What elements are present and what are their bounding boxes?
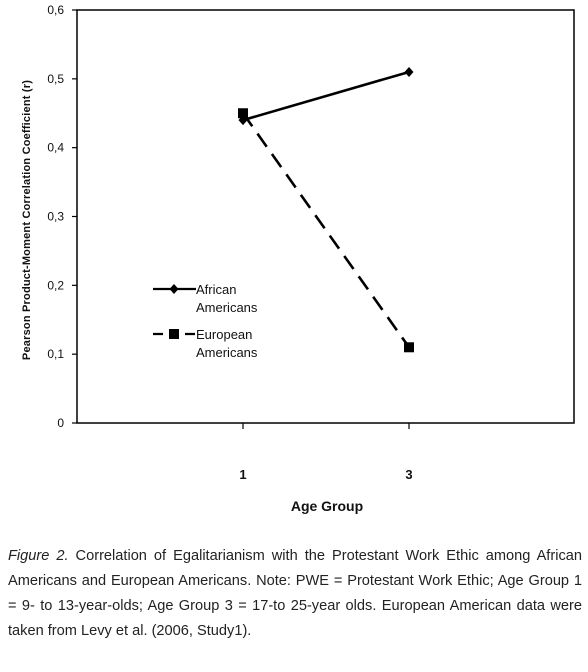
data-point-diamond <box>404 66 414 77</box>
legend-marker-square <box>169 329 179 339</box>
y-tick-label: 0,4 <box>47 141 64 155</box>
legend-label: African <box>196 282 236 297</box>
y-tick-label: 0,1 <box>47 347 64 361</box>
y-tick-label: 0,5 <box>47 72 64 86</box>
data-point-square <box>238 108 248 119</box>
y-tick-labels: 0 0,1 0,2 0,3 0,4 0,5 0,6 <box>47 3 64 430</box>
figure-caption: Figure 2. Correlation of Egalitarianism … <box>8 544 582 644</box>
plot-frame <box>76 9 575 424</box>
legend-label: Americans <box>196 300 258 315</box>
y-tick-label: 0 <box>57 416 64 430</box>
caption-text: Correlation of Egalitarianism with the P… <box>8 548 582 639</box>
y-tick-label: 0,2 <box>47 278 64 292</box>
chart-axes <box>72 9 575 429</box>
legend-label: European <box>196 327 252 342</box>
y-tick-label: 0,6 <box>47 3 64 17</box>
x-tick-label: 1 <box>239 467 246 482</box>
series-line-2 <box>241 112 411 349</box>
legend-marker-diamond <box>169 284 179 294</box>
y-tick-label: 0,3 <box>47 210 64 224</box>
legend-label: Americans <box>196 345 258 360</box>
series-line-1 <box>242 70 410 122</box>
chart-legend: African Americans European Americans <box>153 282 258 360</box>
x-axis-label: Age Group <box>291 498 363 514</box>
chart-series <box>238 66 414 353</box>
data-point-square <box>404 342 414 353</box>
y-axis-label: Pearson Product-Moment Correlation Coeff… <box>21 80 33 360</box>
caption-label: Figure 2. <box>8 548 69 564</box>
x-tick-label: 3 <box>405 467 412 482</box>
